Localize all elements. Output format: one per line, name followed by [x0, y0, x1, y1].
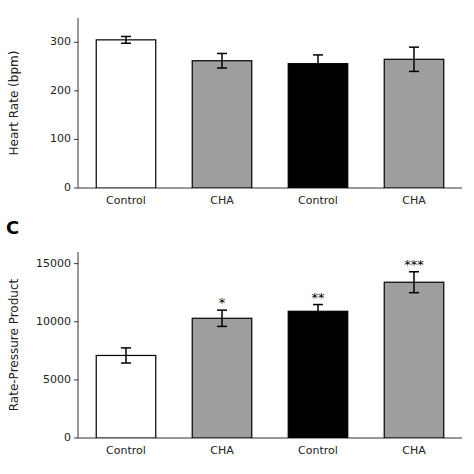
y-tick [74, 188, 78, 189]
y-tick-label: 0 [64, 181, 71, 194]
y-tick [74, 379, 78, 380]
error-cap [121, 36, 131, 38]
y-tick-label: 10000 [36, 315, 71, 328]
error-cap [409, 292, 419, 294]
chart-container: 0 100 200 300 Heart Rate (bpm) Control CHA Cont… [0, 0, 474, 474]
error-cap [409, 46, 419, 48]
error-bar [313, 55, 323, 72]
error-line [317, 55, 319, 72]
y-tick-label: 200 [50, 84, 71, 97]
error-cap [217, 53, 227, 55]
error-bar [217, 53, 227, 68]
bar [288, 64, 348, 188]
y-tick [74, 263, 78, 264]
x-tick-label: Control [298, 194, 338, 207]
error-line [317, 305, 319, 318]
bar [384, 59, 444, 188]
x-tick-label: CHA [402, 194, 426, 207]
y-axis-label: Rate-Pressure Product [7, 278, 21, 411]
y-tick [74, 90, 78, 91]
marks [96, 272, 444, 438]
error-cap [409, 71, 419, 73]
y-tick [74, 321, 78, 322]
error-cap [121, 362, 131, 364]
error-bar [409, 47, 419, 71]
y-tick-label: 0 [64, 431, 71, 444]
bar [288, 311, 348, 438]
error-line [221, 53, 223, 68]
error-cap [313, 72, 323, 74]
panel: 0 100 200 300 Heart Rate (bpm) Control CHA Cont… [7, 18, 462, 207]
y-axis-line [78, 18, 79, 188]
x-tick-label: CHA [210, 444, 234, 457]
significance-label: * [219, 295, 226, 310]
y-tick-label: 300 [50, 35, 71, 48]
y-axis-label: Heart Rate (bpm) [7, 51, 21, 156]
error-line [413, 47, 415, 71]
x-tick-label: Control [298, 444, 338, 457]
error-line [125, 36, 127, 43]
bar [192, 61, 252, 188]
error-bar [121, 36, 131, 43]
y-axis-line [78, 252, 79, 438]
panel-label: C [6, 217, 19, 238]
error-bar [121, 348, 131, 363]
y-tick-label: 100 [50, 132, 71, 145]
error-cap [313, 317, 323, 319]
error-cap [313, 54, 323, 56]
y-tick [74, 42, 78, 43]
error-bar [217, 310, 227, 326]
panel: 0 5000 10000 15000 Rate-Pressure Product Cont… [6, 217, 462, 457]
error-line [413, 272, 415, 293]
bar [96, 355, 156, 438]
x-tick-label: Control [106, 444, 146, 457]
error-cap [121, 347, 131, 349]
y-tick [74, 438, 78, 439]
error-cap [121, 43, 131, 45]
x-tick-label: CHA [210, 194, 234, 207]
y-tick-label: 15000 [36, 257, 71, 270]
figure: 0 100 200 300 Heart Rate (bpm) Control CHA Cont… [0, 0, 474, 474]
significance-label: *** [404, 257, 424, 272]
y-tick-label: 5000 [43, 373, 71, 386]
error-cap [217, 67, 227, 69]
error-line [221, 310, 223, 326]
bar [96, 40, 156, 188]
error-cap [217, 326, 227, 328]
y-tick [74, 139, 78, 140]
bar [192, 318, 252, 438]
error-bar [409, 272, 419, 293]
bar [384, 282, 444, 438]
marks [96, 36, 444, 188]
error-bar [313, 305, 323, 318]
x-tick-label: Control [106, 194, 146, 207]
x-tick-label: CHA [402, 444, 426, 457]
significance-label: ** [312, 290, 326, 305]
error-line [125, 348, 127, 363]
